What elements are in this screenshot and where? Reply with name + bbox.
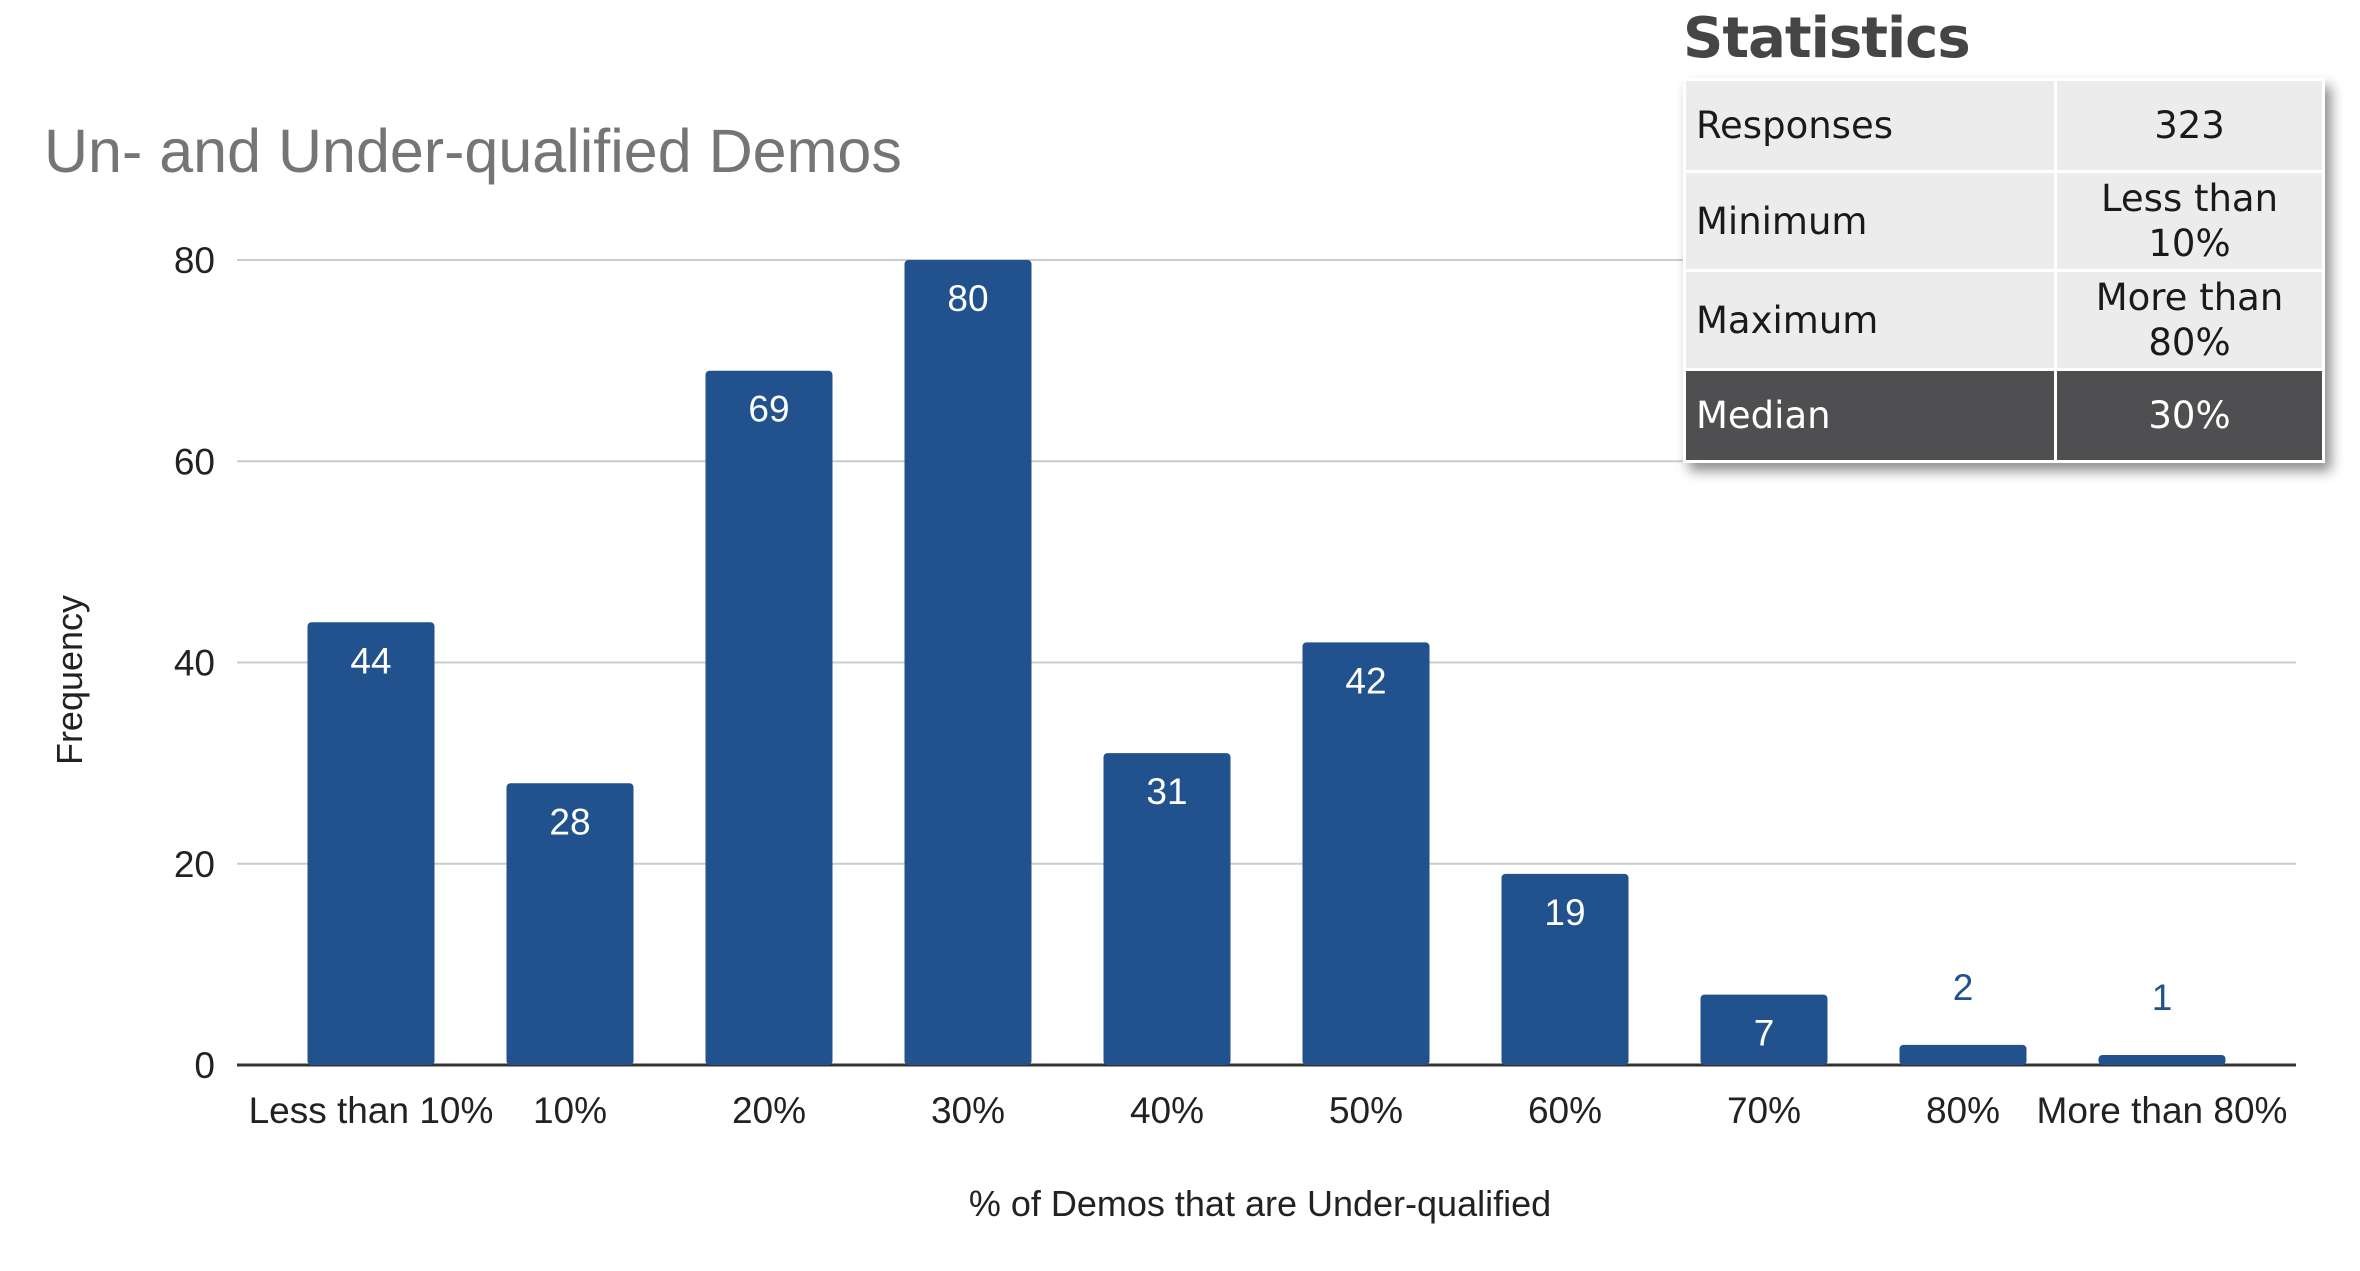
x-tick-label: 40% bbox=[1130, 1090, 1204, 1131]
data-label: 42 bbox=[1345, 660, 1386, 701]
x-tick-label: 80% bbox=[1926, 1090, 2000, 1131]
y-tick-label: 40 bbox=[174, 643, 215, 684]
x-tick-label: 50% bbox=[1329, 1090, 1403, 1131]
statistics-table: Responses 323 Minimum Less than 10% Maxi… bbox=[1683, 78, 2325, 463]
bar bbox=[1302, 642, 1430, 1065]
x-tick-label: Less than 10% bbox=[249, 1090, 494, 1131]
stats-label: Maximum bbox=[1683, 269, 2057, 371]
x-tick-label: 60% bbox=[1528, 1090, 1602, 1131]
data-label: 19 bbox=[1544, 892, 1585, 933]
stats-row-median: Median 30% bbox=[1683, 368, 2325, 463]
x-axis-label: % of Demos that are Under-qualified bbox=[969, 1183, 1551, 1224]
y-tick-label: 20 bbox=[174, 844, 215, 885]
data-labels: 44 28 69 80 31 42 19 7 2 1 bbox=[350, 278, 2172, 1054]
bar bbox=[2098, 1054, 2226, 1065]
stats-value: 30% bbox=[2054, 368, 2325, 463]
stats-row-minimum: Minimum Less than 10% bbox=[1683, 170, 2325, 272]
x-tick-label: 70% bbox=[1727, 1090, 1801, 1131]
stats-label: Responses bbox=[1683, 78, 2057, 173]
data-label: 1 bbox=[2152, 977, 2173, 1018]
y-tick-label: 80 bbox=[174, 240, 215, 281]
data-label: 2 bbox=[1953, 967, 1974, 1008]
x-tick-label: 30% bbox=[931, 1090, 1005, 1131]
data-label: 69 bbox=[748, 389, 789, 430]
bar bbox=[705, 370, 833, 1065]
y-tick-label: 0 bbox=[194, 1045, 215, 1086]
stats-row-maximum: Maximum More than 80% bbox=[1683, 269, 2325, 371]
stats-label: Minimum bbox=[1683, 170, 2057, 272]
data-label: 28 bbox=[549, 801, 590, 842]
data-label: 44 bbox=[350, 640, 391, 681]
statistics-heading: Statistics bbox=[1683, 6, 1971, 71]
x-tick-label: 10% bbox=[533, 1090, 607, 1131]
bar bbox=[1103, 753, 1231, 1065]
stats-row-responses: Responses 323 bbox=[1683, 78, 2325, 173]
y-axis-label: Frequency bbox=[49, 595, 90, 765]
bars bbox=[307, 260, 2226, 1065]
stats-value: Less than 10% bbox=[2054, 170, 2325, 272]
stats-value: 323 bbox=[2054, 78, 2325, 173]
stats-label: Median bbox=[1683, 368, 2057, 463]
x-tick-label: More than 80% bbox=[2037, 1090, 2288, 1131]
bar bbox=[506, 783, 634, 1065]
data-label: 80 bbox=[947, 278, 988, 319]
bar bbox=[904, 260, 1032, 1065]
x-tick-labels: Less than 10% 10% 20% 30% 40% 50% 60% 70% 80% Mor… bbox=[249, 1090, 2288, 1131]
bar bbox=[1501, 873, 1629, 1065]
bar bbox=[307, 622, 435, 1065]
stats-value: More than 80% bbox=[2054, 269, 2325, 371]
x-tick-label: 20% bbox=[732, 1090, 806, 1131]
bar bbox=[1899, 1044, 2027, 1065]
bar bbox=[1700, 994, 1828, 1065]
data-label: 31 bbox=[1146, 771, 1187, 812]
y-tick-label: 60 bbox=[174, 441, 215, 482]
data-label: 7 bbox=[1754, 1013, 1775, 1054]
chart-title: Un- and Under-qualified Demos bbox=[44, 117, 902, 185]
